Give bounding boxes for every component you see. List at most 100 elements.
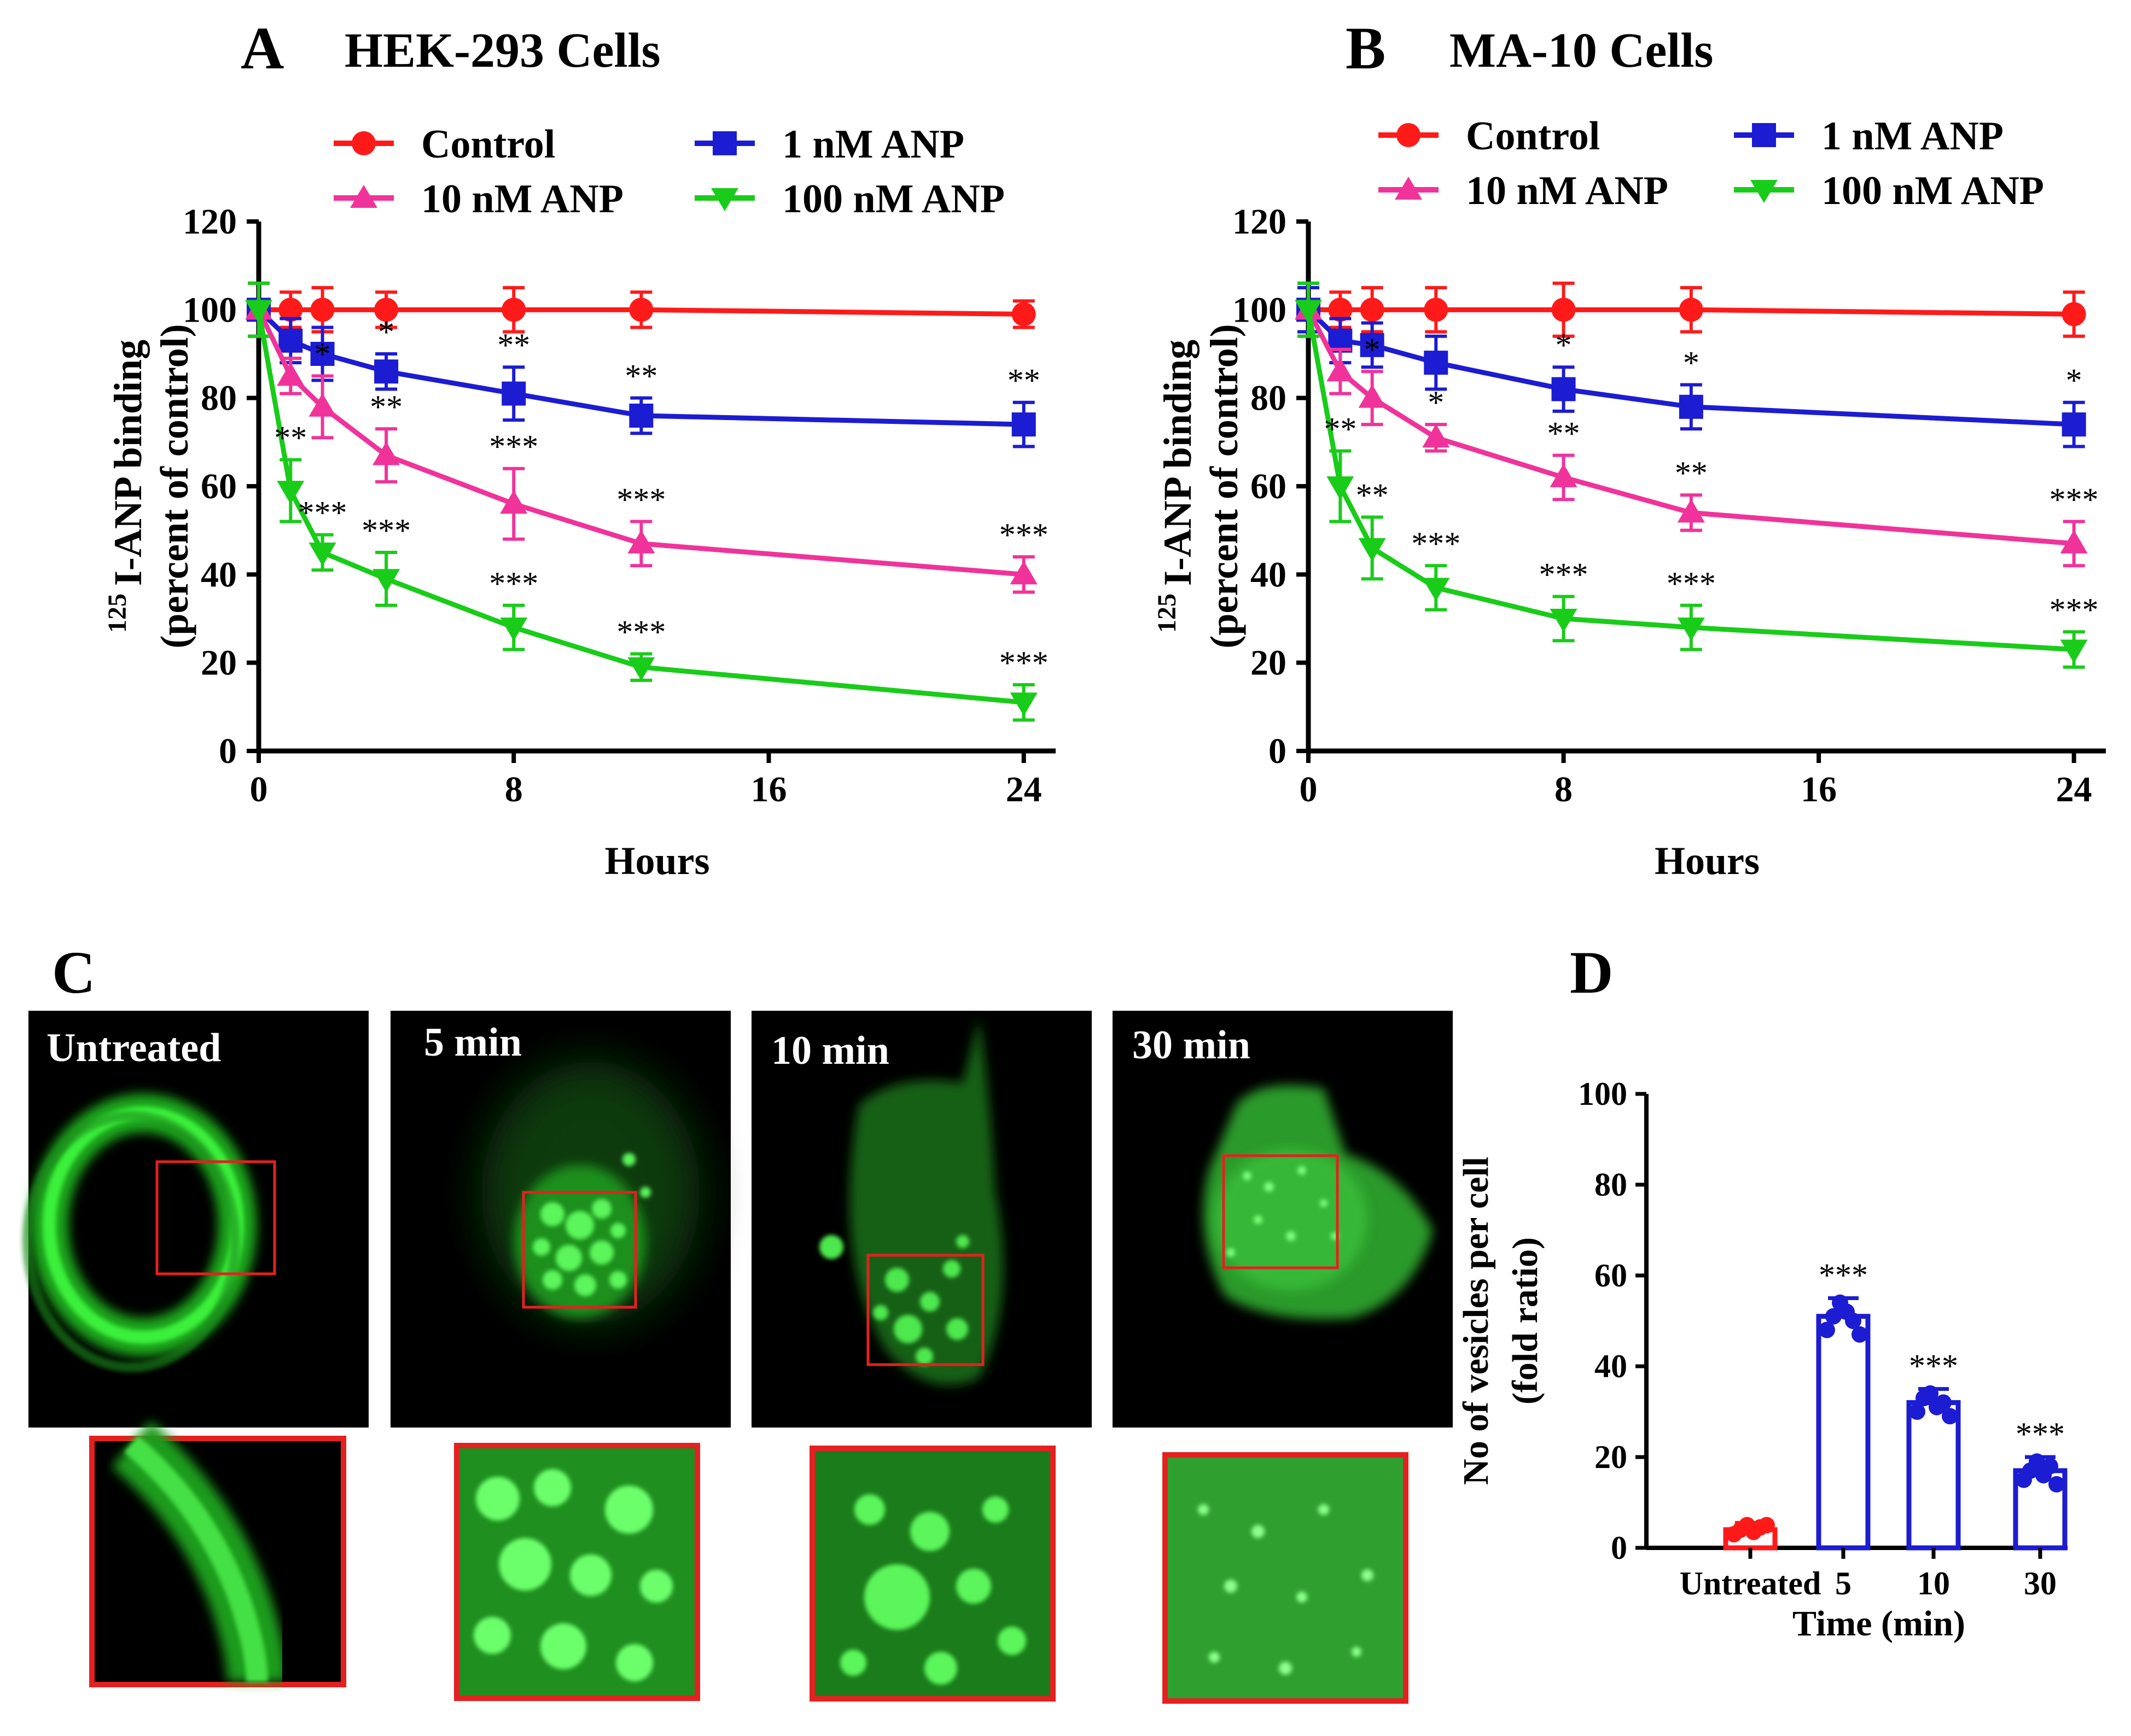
data-point [1011,412,1036,437]
data-point [1550,609,1577,632]
y-axis-label-line1: 125 I-ANP binding [1152,340,1200,633]
y-axis-label-line2: (percent of control) [153,324,196,648]
x-tick-label: 16 [750,770,787,809]
panel-b-title: MA-10 Cells [1449,24,1713,78]
legend-b-100nm-label: 100 nM ANP [1821,168,2044,213]
data-point [627,657,655,681]
bar-group-untreated: Untreated [1680,1517,1821,1601]
data-point [1011,302,1036,327]
legend-a-1nm-label: 1 nM ANP [782,122,964,167]
significance-label: * [378,314,394,350]
data-point [2060,529,2088,554]
micrograph-label-5min: 5 min [424,1020,522,1065]
data-point [629,298,654,322]
x-tick-label: 0 [1300,770,1318,809]
x-axis-label: Hours [604,839,709,883]
legend-a-100nm-label: 100 nM ANP [782,177,1005,222]
y-tick-label: 80 [1594,1167,1627,1203]
significance-label: *** [1667,566,1716,602]
significance-label: ** [1008,363,1040,399]
data-point [1679,298,1703,322]
data-point [1422,578,1450,602]
data-point [1424,298,1448,322]
significance-label: *** [489,429,538,465]
legend-b-1nm-label: 1 nM ANP [1821,114,2004,159]
data-point [2062,412,2086,437]
data-point [1424,351,1448,375]
significance-label: ** [274,420,307,456]
x-tick-label: 24 [1006,770,1042,809]
significance-label: ** [1675,455,1708,491]
micrograph-30min: 30 min [1113,1011,1453,1428]
bar-group-10: 10 *** [1906,1348,1961,1601]
legend-b-control-label: Control [1466,114,1600,159]
x-tick-label: 30 [2024,1565,2057,1601]
data-point [2060,639,2088,663]
x-tick-label: 0 [250,770,268,809]
significance-label: * [1364,331,1381,368]
micrograph-5min: 5 min [391,1011,731,1428]
data-point [1845,1313,1861,1329]
significance-label: *** [616,482,666,518]
significance-label: *** [1539,557,1588,593]
significance-label: *** [2050,592,2099,628]
data-point [1326,358,1354,382]
legend-b-100nm-marker [1750,180,1778,203]
data-point [1759,1517,1775,1534]
y-tick-label: 40 [201,555,237,595]
y-tick-label: 0 [1268,731,1286,771]
data-point [1295,300,1322,324]
y-tick-label: 120 [1232,202,1286,242]
data-point [308,393,336,417]
legend-a-100nm-marker [711,188,738,211]
data-point [310,342,335,366]
data-point [1677,499,1705,523]
data-point [277,481,305,505]
data-point [2062,302,2086,327]
y-tick-label: 60 [1594,1257,1627,1294]
y-axis-label-line2: (fold ratio) [1505,1237,1545,1405]
data-point [1358,384,1386,408]
y-tick-label: 20 [1250,643,1286,683]
significance-label: ** [497,327,530,363]
vesicle-fluorescence-icon [819,1017,1004,1385]
significance-label: * [1428,385,1444,421]
data-point [1551,377,1576,401]
legend-a-10nm-label: 10 nM ANP [421,177,624,222]
zoom-inset-5min [454,1443,700,1701]
zoom-box [522,1191,637,1309]
data-point [1942,1408,1958,1425]
chart-a: 0 20 40 60 80 100 120 0 8 16 24 Hours 125 I-ANP bindi… [103,202,1056,883]
data-point [1358,538,1386,562]
series-100-nm-anp: ********** ****** [1295,281,2099,669]
data-point [1551,298,1576,322]
data-point [1825,1308,1842,1325]
x-tick-label: Untreated [1680,1565,1821,1601]
data-point [1679,394,1703,419]
significance-label: *** [999,517,1049,553]
significance-label: ** [1547,416,1580,452]
data-point [1360,298,1384,322]
x-tick-label: 5 [1835,1565,1851,1601]
x-axis-label: Time (min) [1792,1604,1965,1644]
legend-a-10nm-marker [350,185,377,208]
y-tick-label: 100 [1578,1076,1627,1112]
y-tick-label: 0 [1611,1530,1627,1566]
x-tick-label: 10 [1917,1565,1950,1601]
y-tick-label: 20 [1594,1439,1627,1475]
data-point [308,543,336,566]
data-point [374,298,399,322]
data-point [2042,1458,2058,1475]
data-point [2029,1453,2045,1470]
significance-label: *** [616,614,666,650]
data-point [500,617,528,642]
y-axis-label-line1: 125 I-ANP binding [103,340,150,633]
panel-b-letter: B [1346,15,1385,81]
significance-label: *** [298,495,347,531]
panel-a-letter: A [241,15,284,81]
data-point [278,298,303,322]
panel-d-letter: D [1570,939,1613,1006]
data-point [1851,1326,1868,1343]
significance-label: * [2066,363,2082,399]
